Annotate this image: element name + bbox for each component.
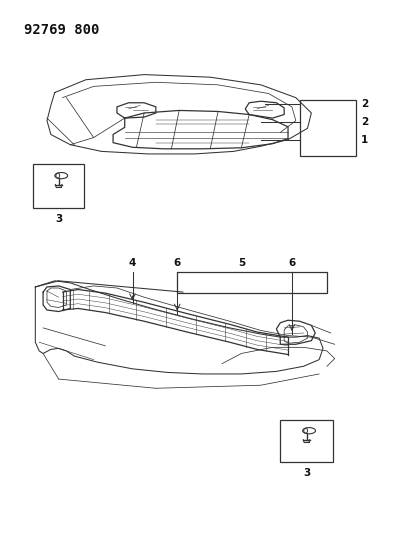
Text: 2: 2: [361, 117, 368, 127]
Text: 92769 800: 92769 800: [23, 23, 99, 37]
Text: 6: 6: [174, 257, 181, 268]
Bar: [280, 420, 333, 462]
Text: 4: 4: [129, 257, 136, 268]
Text: 1: 1: [361, 135, 368, 144]
Bar: [33, 164, 84, 208]
Text: 3: 3: [303, 468, 310, 478]
Text: 6: 6: [288, 257, 296, 268]
Bar: [300, 100, 356, 157]
Bar: [177, 272, 327, 293]
Text: 3: 3: [55, 214, 62, 224]
Text: 5: 5: [238, 257, 245, 268]
Text: 2: 2: [361, 99, 368, 109]
